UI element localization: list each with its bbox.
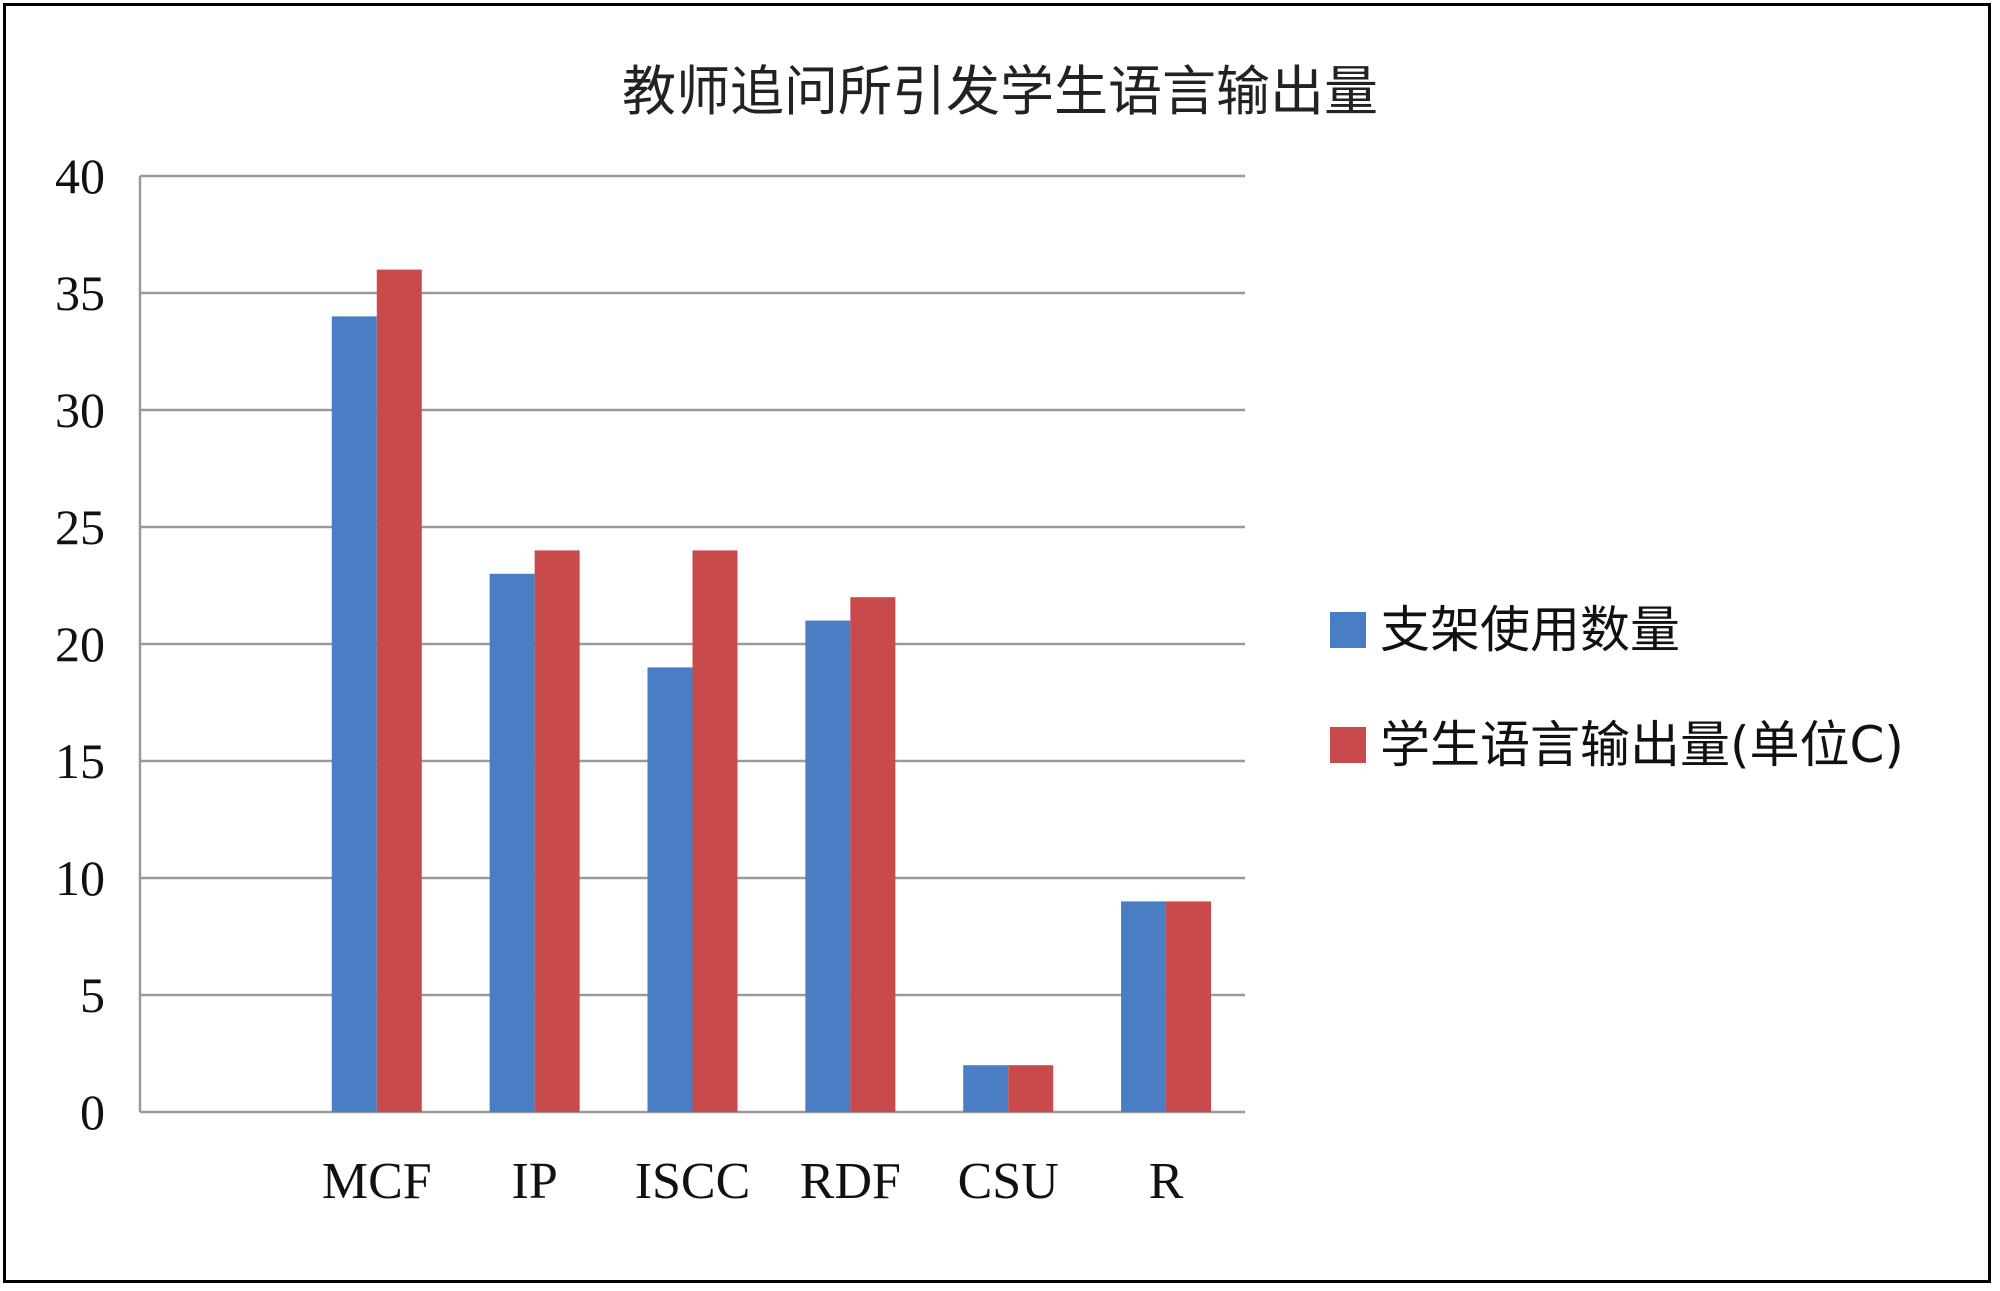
- x-category-label: RDF: [800, 1153, 901, 1210]
- y-tick-label: 10: [55, 850, 105, 906]
- bar-mcf-series-1: [331, 316, 377, 1112]
- legend-swatch: [1330, 612, 1366, 648]
- x-category-label: MCF: [322, 1153, 432, 1210]
- bar-r-series-1: [1121, 901, 1167, 1112]
- y-tick-label: 5: [80, 967, 105, 1023]
- chart-title: 教师追问所引发学生语言输出量: [622, 60, 1378, 123]
- y-tick-label: 25: [55, 499, 105, 555]
- x-axis-categories: MCF IP ISCC RDF CSU R: [322, 1153, 1184, 1210]
- bar-rdf-series-1: [805, 620, 851, 1112]
- bar-csu-series-1: [963, 1065, 1009, 1112]
- x-category-label: IP: [512, 1153, 558, 1210]
- bar-csu-series-2: [1008, 1065, 1054, 1112]
- bars: [331, 269, 1212, 1113]
- y-tick-label: 0: [80, 1084, 105, 1140]
- y-tick-label: 15: [55, 733, 105, 789]
- legend-swatch: [1330, 727, 1366, 763]
- y-tick-label: 35: [55, 265, 105, 321]
- gridlines: [138, 174, 1245, 1114]
- bar-iscc-series-2: [692, 550, 738, 1112]
- x-category-label: CSU: [958, 1153, 1059, 1210]
- legend-label: 学生语言输出量(单位C): [1380, 716, 1904, 774]
- y-axis-ticks: 0 5 10 15 20 25 30 35 40: [55, 148, 105, 1140]
- y-tick-label: 30: [55, 382, 105, 438]
- bar-r-series-2: [1166, 901, 1212, 1112]
- y-tick-label: 20: [55, 616, 105, 672]
- legend-label: 支架使用数量: [1380, 601, 1680, 659]
- x-category-label: ISCC: [635, 1153, 751, 1210]
- bar-ip-series-1: [489, 573, 535, 1112]
- bar-ip-series-2: [534, 550, 580, 1112]
- y-tick-label: 40: [55, 148, 105, 204]
- bar-iscc-series-1: [647, 667, 693, 1112]
- bar-mcf-series-2: [376, 269, 422, 1113]
- x-category-label: R: [1149, 1153, 1184, 1210]
- bar-rdf-series-2: [850, 597, 896, 1112]
